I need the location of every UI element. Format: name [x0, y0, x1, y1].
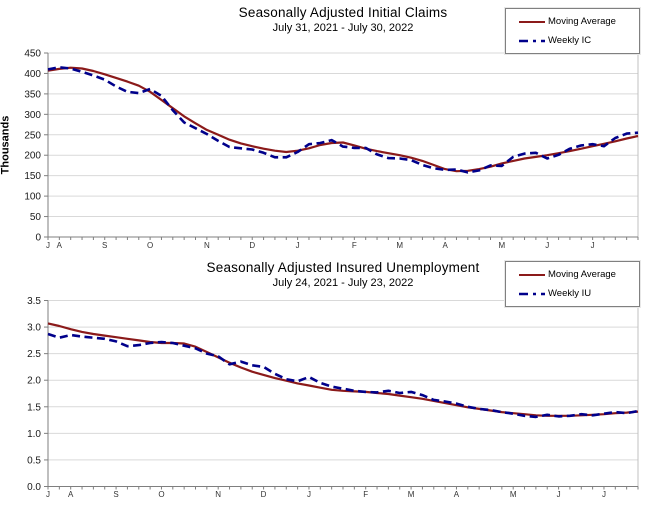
legend: Moving Average Weekly IC	[505, 8, 640, 54]
legend: Moving Average Weekly IU	[505, 261, 640, 307]
month-label: M	[510, 490, 517, 499]
y-tick-label: 3.0	[27, 323, 41, 334]
legend-item-weekly: Weekly IC	[506, 31, 639, 50]
y-tick-label: 300	[24, 110, 41, 121]
month-label: F	[363, 490, 368, 499]
month-label: A	[68, 490, 74, 499]
month-label: S	[102, 241, 107, 250]
month-label: A	[57, 241, 63, 250]
insured-unemployment-chart: 0.0 0.5 1.0 1.5 2.0 2.5 3.0 3.5 J A S O N D J F M A M J J Se…	[0, 257, 650, 515]
legend-label: Weekly IU	[548, 288, 592, 299]
insured-unemployment-plot-area: 0.0 0.5 1.0 1.5 2.0 2.5 3.0 3.5 J A S O N D J F M A M J J	[27, 296, 639, 499]
y-tick-label: 0.5	[27, 455, 41, 466]
month-label: M	[396, 241, 403, 250]
y-tick-label: 350	[24, 89, 41, 100]
month-label: J	[46, 490, 50, 499]
legend-item-moving-average: Moving Average	[506, 265, 639, 284]
y-tick-label: 100	[24, 192, 41, 203]
month-label: S	[113, 490, 118, 499]
month-label: M	[408, 490, 415, 499]
y-tick-label: 1.5	[27, 402, 41, 413]
month-label: F	[352, 241, 357, 250]
y-tick-label: 250	[24, 130, 41, 141]
month-label: J	[46, 241, 50, 250]
y-tick-label: 2.5	[27, 349, 41, 360]
y-axis-label: Millions	[0, 372, 3, 414]
weekly-dashed-line-icon	[519, 39, 545, 42]
month-label: J	[545, 241, 549, 250]
y-tick-label: 0.0	[27, 482, 41, 493]
month-label: N	[215, 490, 221, 499]
month-label: N	[204, 241, 210, 250]
y-tick-label: 1.0	[27, 429, 41, 440]
legend-label: Moving Average	[548, 16, 616, 27]
weekly-dashed-line-icon	[519, 292, 545, 295]
month-label: M	[499, 241, 506, 250]
weekly-line	[47, 332, 639, 419]
y-tick-label: 2.0	[27, 376, 41, 387]
month-label: O	[147, 241, 153, 250]
chart-title: Seasonally Adjusted Insured Unemployment	[206, 260, 480, 275]
y-tick-label: 3.5	[27, 296, 41, 307]
chart-subtitle: July 31, 2021 - July 30, 2022	[272, 22, 414, 34]
chart-subtitle: July 24, 2021 - July 23, 2022	[272, 277, 414, 289]
y-tick-label: 400	[24, 69, 41, 80]
month-label: J	[307, 490, 311, 499]
chart-title: Seasonally Adjusted Initial Claims	[238, 5, 448, 20]
legend-item-moving-average: Moving Average	[506, 12, 639, 31]
month-label: D	[249, 241, 255, 250]
y-tick-label: 150	[24, 171, 41, 182]
month-label: J	[557, 490, 561, 499]
month-label: A	[454, 490, 460, 499]
moving-average-line-icon	[519, 20, 545, 23]
y-axis-label: Thousands	[0, 115, 12, 175]
y-tick-label: 450	[24, 49, 41, 60]
month-label: J	[296, 241, 300, 250]
month-label: A	[442, 241, 448, 250]
month-label: J	[602, 490, 606, 499]
legend-label: Weekly IC	[548, 35, 592, 46]
month-label: J	[591, 241, 595, 250]
month-label: O	[158, 490, 164, 499]
moving-average-line	[47, 322, 639, 417]
weekly-line	[47, 66, 639, 174]
y-tick-label: 200	[24, 151, 41, 162]
y-tick-label: 0	[35, 233, 41, 244]
initial-claims-chart: 0 50 100 150 200 250 300 350 400 450 J A S O N D J F M A M J J…	[0, 0, 650, 257]
legend-item-weekly: Weekly IU	[506, 284, 639, 303]
legend-label: Moving Average	[548, 269, 616, 280]
y-tick-label: 50	[30, 212, 42, 223]
moving-average-line-icon	[519, 273, 545, 276]
month-label: D	[261, 490, 267, 499]
